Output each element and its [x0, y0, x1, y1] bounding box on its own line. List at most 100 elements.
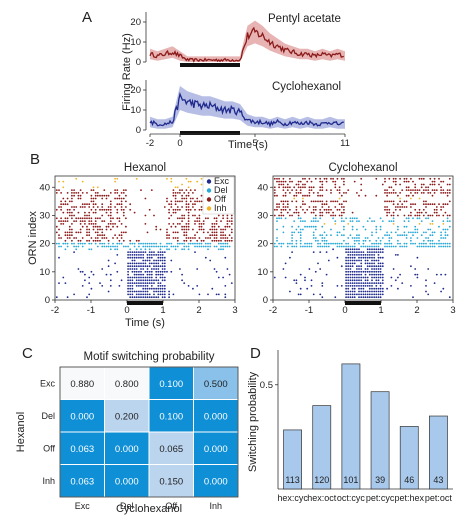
b-spike: [278, 206, 280, 208]
b-spike: [99, 228, 101, 231]
b-spike: [144, 251, 147, 254]
b-spike: [295, 192, 298, 194]
b-spike: [207, 231, 209, 234]
b-spike: [179, 268, 181, 270]
b-spike: [394, 231, 397, 234]
b-spike: [336, 285, 339, 287]
b-spike: [204, 256, 207, 259]
b-spike: [103, 189, 106, 192]
b-spike: [92, 223, 95, 225]
b-spike: [405, 194, 408, 197]
b-spike: [58, 256, 60, 259]
b-spike: [220, 248, 222, 251]
b-spike: [215, 293, 218, 296]
b-spike: [273, 276, 276, 279]
b-spike: [299, 242, 302, 245]
b-spike: [92, 197, 95, 200]
b-spike: [172, 245, 175, 248]
b-spike: [420, 234, 423, 237]
b-spike: [371, 234, 373, 237]
b-spike: [138, 239, 140, 242]
b-spike: [187, 206, 190, 208]
panel-letter-b: B: [30, 151, 40, 168]
b-spike: [75, 217, 78, 220]
b-spike: [176, 192, 179, 194]
b-spike: [358, 242, 360, 245]
b-spike: [397, 214, 399, 217]
b-spike: [118, 203, 121, 206]
b-spike: [116, 245, 119, 248]
b-spike: [112, 245, 114, 248]
b-spike: [176, 206, 179, 208]
b-spike: [446, 203, 449, 206]
b-spike: [327, 208, 330, 211]
b-spike: [438, 177, 440, 180]
b-spike: [410, 211, 412, 214]
b-spike: [297, 192, 300, 194]
b-spike: [353, 285, 356, 287]
b-spike: [157, 282, 160, 284]
b-x-tick-label: 0: [342, 305, 347, 316]
b-spike: [66, 245, 69, 248]
b-spike: [373, 293, 376, 296]
b-spike: [360, 254, 363, 256]
b-spike: [276, 239, 278, 242]
b-spike: [144, 242, 147, 245]
b-spike: [86, 214, 88, 217]
b-spike: [142, 265, 145, 268]
b-spike: [356, 237, 358, 239]
b-spike: [327, 206, 330, 208]
b-spike: [302, 194, 304, 197]
b-spike: [58, 234, 60, 237]
b-spike: [416, 217, 419, 220]
b-spike: [427, 293, 430, 296]
b-spike: [202, 228, 205, 231]
b-spike: [135, 290, 138, 293]
c-cell-value: 0.500: [204, 379, 228, 390]
b-y-tick-label: 0: [45, 295, 50, 306]
b-spike: [146, 285, 149, 287]
b-spike: [293, 211, 296, 214]
b-spike: [433, 245, 436, 248]
b-spike: [397, 242, 399, 245]
b-spike: [304, 183, 306, 186]
b-spike: [183, 239, 186, 242]
b-spike: [71, 206, 73, 208]
b-spike: [120, 223, 123, 225]
b-spike: [114, 234, 116, 237]
b-spike: [392, 214, 395, 217]
b-spike: [427, 237, 430, 239]
b-spike: [129, 279, 132, 282]
b-spike: [140, 273, 142, 276]
b-spike: [127, 290, 129, 293]
b-spike: [343, 225, 345, 228]
b-spike: [144, 262, 147, 265]
b-spike: [213, 245, 216, 248]
b-spike: [185, 194, 188, 197]
b-spike: [215, 228, 218, 231]
d-y-axis-label: Switching probability: [247, 371, 259, 472]
b-spike: [71, 223, 73, 225]
b-spike: [196, 220, 199, 223]
b-spike: [62, 276, 65, 279]
b-spike: [351, 287, 354, 290]
b-spike: [422, 214, 425, 217]
b-spike: [228, 239, 231, 242]
b-spike: [384, 242, 386, 245]
b-spike: [276, 220, 278, 223]
b-spike: [273, 186, 276, 189]
b-spike: [401, 234, 404, 237]
b-spike: [187, 208, 190, 211]
b-spike: [399, 183, 401, 186]
b-spike: [125, 200, 127, 203]
b-spike: [148, 279, 151, 282]
b-spike: [187, 217, 190, 220]
b-spike: [416, 245, 419, 248]
b-spike: [109, 245, 112, 248]
b-spike: [394, 183, 397, 186]
b-spike: [448, 296, 451, 299]
b-spike: [384, 192, 386, 194]
b-spike: [377, 270, 380, 273]
b-spike: [312, 251, 315, 254]
b-spike: [418, 208, 421, 211]
